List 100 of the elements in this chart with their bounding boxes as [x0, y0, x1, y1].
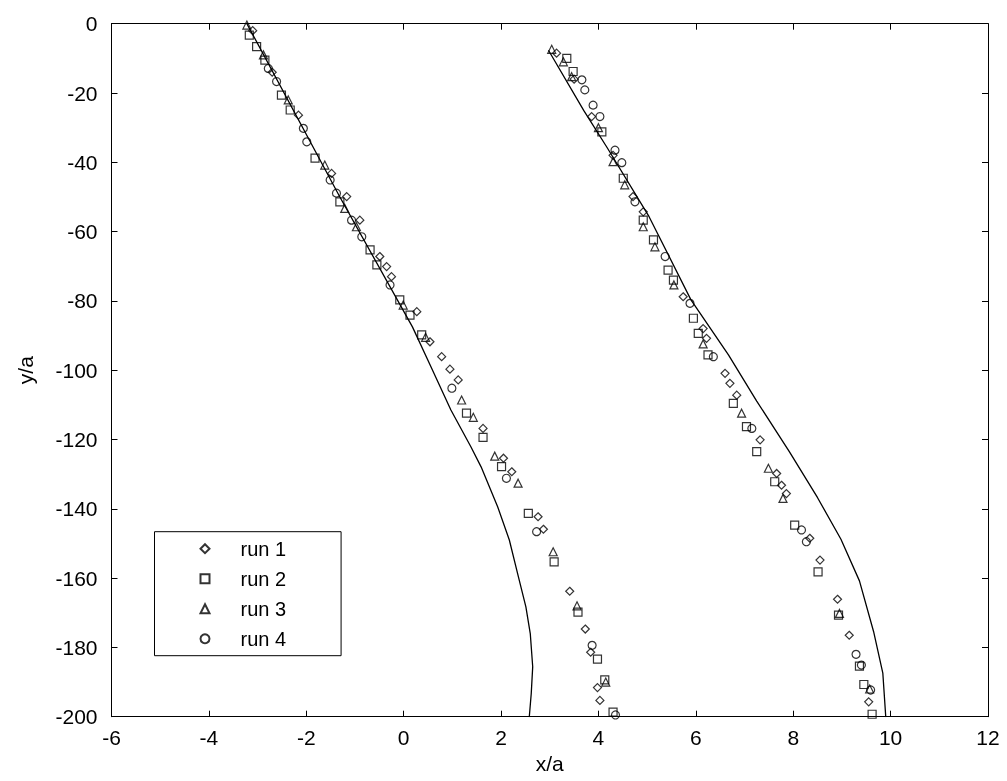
point: [638, 215, 648, 225]
point: [340, 203, 350, 213]
point: [720, 368, 730, 378]
point: [732, 390, 742, 400]
x-tick-label: 6: [689, 725, 702, 749]
point: [372, 260, 382, 270]
y-tick-label: -200: [55, 705, 98, 729]
point: [276, 90, 287, 100]
point: [478, 423, 488, 434]
x-tick-label: -4: [199, 725, 219, 749]
point: [867, 709, 877, 719]
y-tick-label: -160: [55, 566, 98, 590]
point: [595, 111, 605, 122]
point: [386, 272, 397, 282]
point: [248, 26, 258, 36]
point: [580, 624, 590, 634]
point: [851, 649, 861, 659]
point: [688, 313, 698, 323]
y-tick-label: -100: [55, 358, 98, 382]
point: [859, 679, 869, 690]
point: [725, 378, 735, 388]
point: [496, 461, 507, 472]
point: [763, 463, 773, 473]
legend-label: run 1: [240, 537, 287, 560]
point: [608, 150, 618, 160]
point: [660, 251, 670, 262]
point: [737, 408, 747, 418]
y-tick-label: -140: [55, 497, 98, 521]
point: [638, 222, 648, 232]
x-axis-title: x/a: [535, 751, 565, 775]
point: [796, 525, 807, 535]
point: [346, 215, 357, 225]
point: [263, 63, 273, 73]
point: [351, 222, 362, 232]
point: [770, 477, 780, 487]
point: [638, 207, 648, 217]
point: [618, 173, 628, 183]
point: [549, 557, 559, 567]
point: [457, 395, 467, 405]
point: [608, 157, 618, 167]
point: [533, 512, 543, 522]
point: [580, 85, 590, 95]
point: [325, 175, 335, 185]
point: [628, 192, 638, 202]
point: [271, 76, 282, 87]
point: [844, 630, 854, 640]
point: [587, 640, 597, 650]
y-tick-label: -60: [67, 220, 98, 244]
y-tick-label: -40: [67, 150, 98, 174]
point: [703, 350, 713, 360]
point: [815, 555, 825, 565]
point: [685, 298, 695, 308]
point: [698, 339, 708, 349]
point: [678, 292, 688, 302]
point: [776, 480, 787, 490]
point: [513, 478, 523, 488]
point: [395, 295, 405, 305]
x-tick-label: -2: [296, 725, 316, 749]
point: [832, 594, 843, 604]
y-tick-label: -80: [67, 289, 98, 313]
legend-label: run 3: [240, 597, 287, 620]
y-tick-label: -180: [55, 635, 98, 659]
point: [523, 508, 533, 518]
point: [565, 586, 575, 596]
point: [610, 145, 620, 155]
point: [285, 105, 295, 115]
point: [568, 66, 578, 77]
x-tick-label: 12: [976, 725, 1000, 749]
point: [417, 330, 427, 340]
point: [532, 527, 542, 537]
point: [630, 197, 640, 207]
point: [252, 41, 262, 52]
point: [398, 300, 408, 310]
point: [302, 137, 312, 147]
point: [365, 245, 375, 255]
point: [778, 493, 788, 503]
x-tick-label: 8: [787, 725, 800, 749]
point: [573, 607, 583, 617]
point: [405, 310, 415, 320]
point: [755, 435, 765, 445]
point: [586, 647, 596, 657]
point: [453, 375, 463, 385]
point: [752, 447, 762, 457]
point: [551, 48, 562, 58]
point: [668, 275, 679, 285]
point: [320, 160, 330, 170]
point: [741, 422, 752, 432]
point: [650, 242, 660, 252]
point: [425, 337, 435, 347]
point: [382, 262, 392, 272]
point: [283, 95, 293, 105]
point: [693, 328, 703, 339]
y-tick-label: 0: [85, 12, 98, 36]
point: [242, 20, 252, 30]
point: [708, 352, 718, 362]
point: [357, 232, 367, 242]
point: [572, 601, 582, 611]
y-tick-label: -120: [55, 428, 98, 451]
point: [558, 57, 568, 67]
point: [592, 682, 603, 693]
